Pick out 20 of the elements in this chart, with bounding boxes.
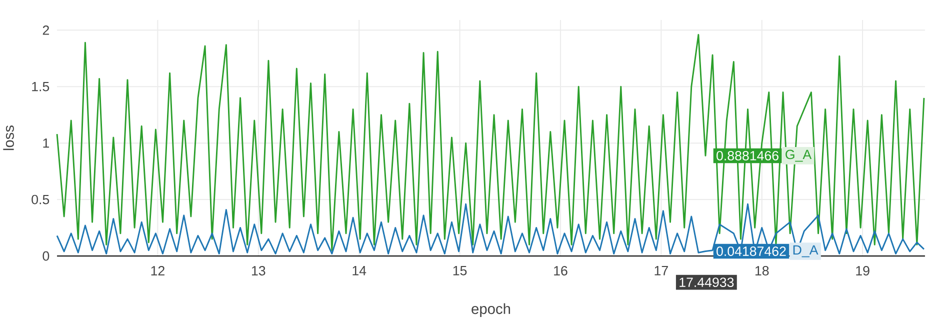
series-label: G_A: [786, 150, 812, 162]
x-tick-label: 19: [856, 266, 870, 276]
x-axis-title: epoch: [472, 303, 510, 317]
annotation: 0.8881466: [716, 150, 778, 160]
y-axis-title: loss: [3, 125, 14, 150]
y-tick-label: 0: [42, 251, 50, 261]
x-tick-label: 14: [352, 266, 366, 276]
x-tick-label: 18: [755, 266, 769, 276]
x-tick-label: 17: [654, 266, 668, 276]
y-tick-label: 1.5: [32, 82, 50, 92]
y-tick-label: 1: [43, 138, 49, 148]
text: 17.44933: [680, 278, 734, 288]
x-tick-label: 16: [554, 266, 568, 276]
annotation: 0.04187462: [716, 246, 786, 256]
x-tick-label: 15: [453, 266, 467, 276]
series-label: D_A: [793, 245, 818, 258]
y-tick-label: 0.5: [32, 194, 50, 204]
y-tick-label: 2: [42, 26, 49, 35]
x-tick-label: 12: [151, 266, 164, 276]
x-tick-label: 13: [252, 266, 266, 276]
